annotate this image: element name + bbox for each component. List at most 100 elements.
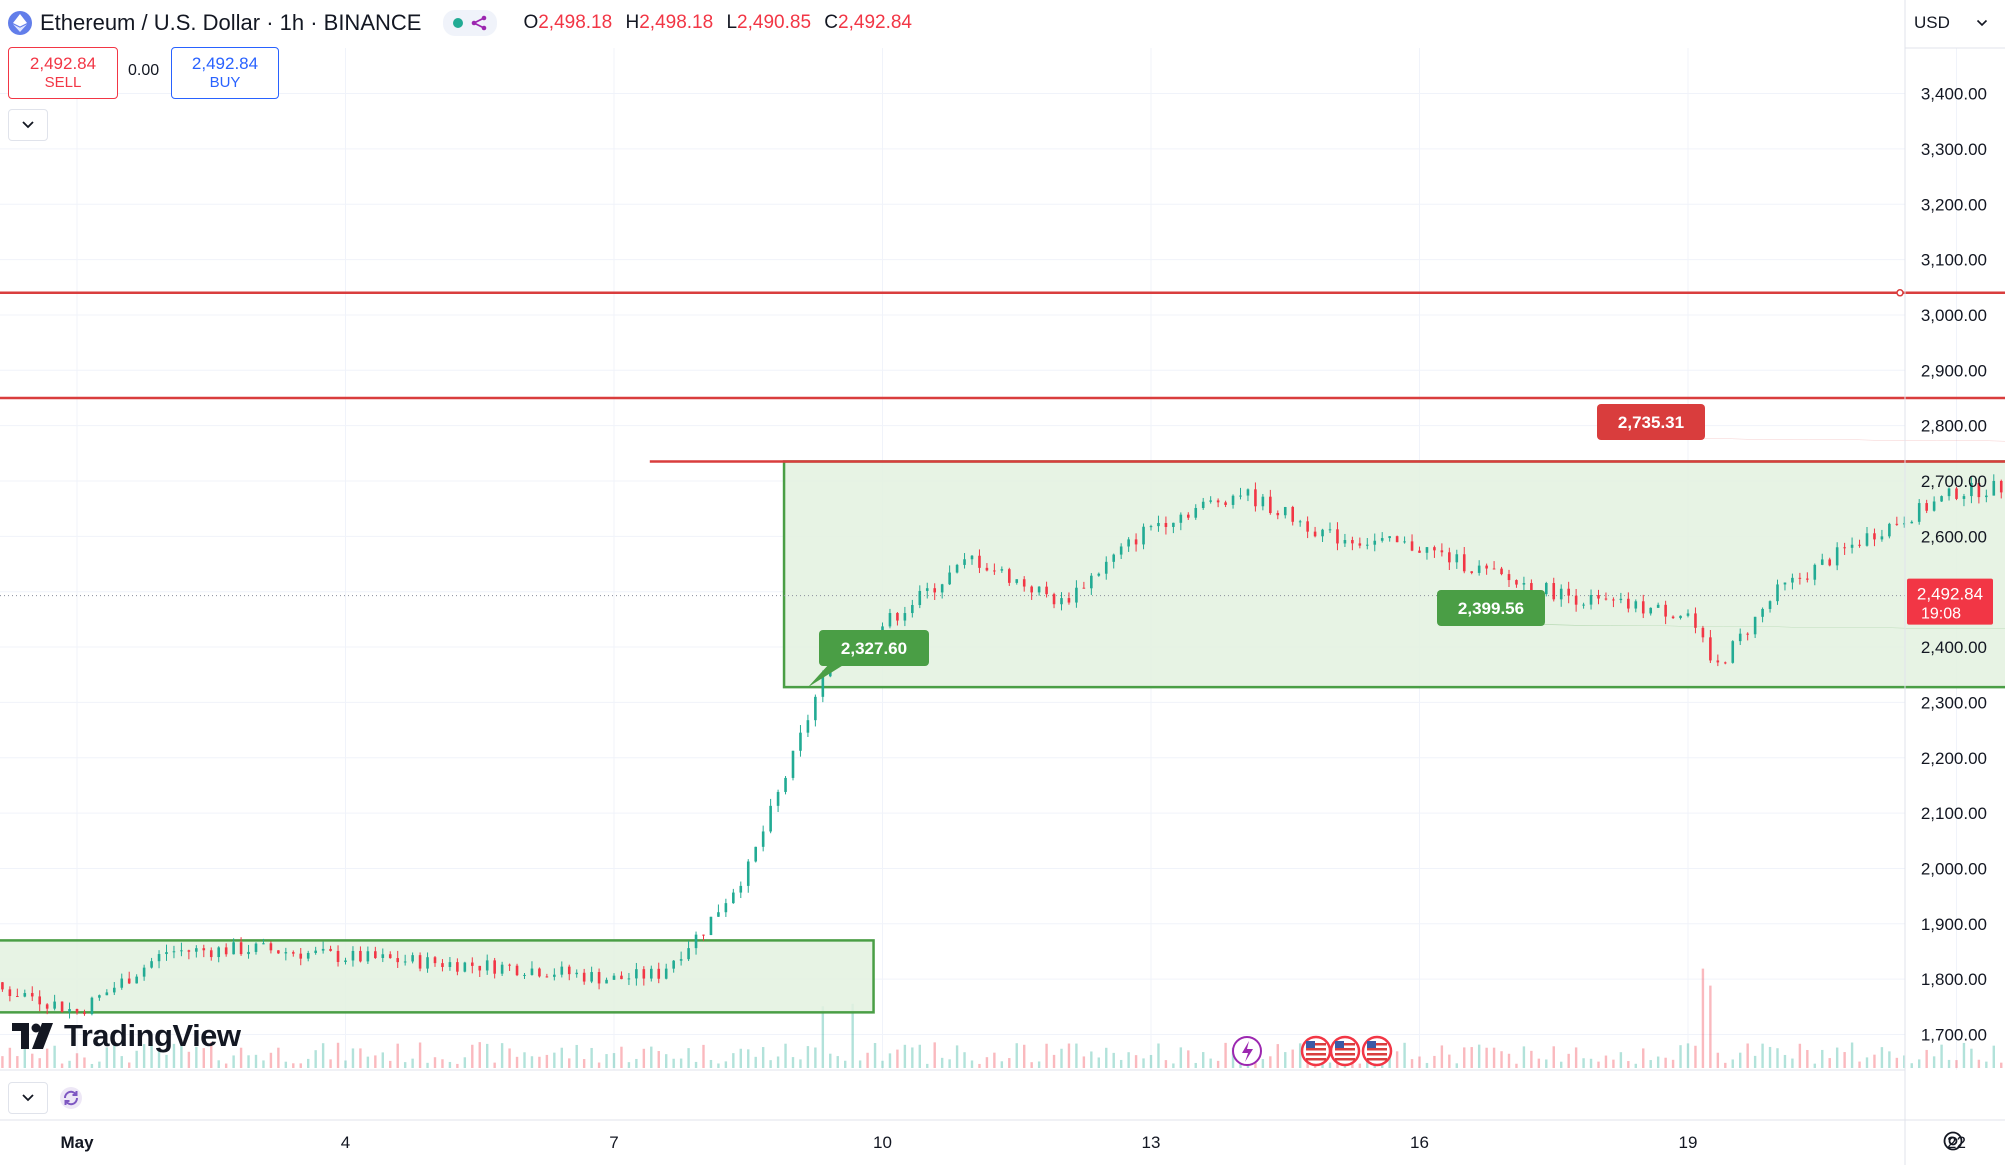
y-tick-label: 3,200.00 [1921, 195, 1987, 214]
volume-bar [747, 1049, 750, 1068]
price-axis[interactable]: 1,700.00 1,800.00 1,900.00 2,000.00 2,100.00… [1896, 0, 2005, 1165]
candle-body [262, 943, 265, 945]
candle-body [90, 997, 94, 1015]
volume-bar [1947, 1059, 1951, 1068]
flag-stripe [1306, 1053, 1326, 1056]
flag-canton [1367, 1041, 1376, 1048]
y-tick-label: 2,800.00 [1921, 417, 1987, 436]
time-axis[interactable]: May4710131619222528Jun4710131619222528 [0, 1069, 2005, 1152]
support-label[interactable] [1437, 590, 1545, 626]
volume-bar [1545, 1059, 1548, 1068]
volume-bar [1358, 1063, 1362, 1068]
price-levels[interactable] [0, 291, 2005, 647]
candle-body [1835, 547, 1839, 566]
candle-body [120, 978, 124, 988]
buy-button[interactable]: 2,492.84 BUY [171, 47, 279, 99]
candle-body [553, 974, 556, 977]
volume-bar [1455, 1063, 1458, 1068]
candle-body [657, 968, 661, 979]
volume-bar [232, 1055, 235, 1068]
gear-icon[interactable] [1940, 1128, 1966, 1154]
volume-bar [717, 1063, 720, 1068]
y-tick-label: 2,400.00 [1921, 638, 1987, 657]
candle-body [1388, 536, 1391, 539]
high-key: H [625, 12, 640, 33]
range-boxes[interactable] [0, 460, 2005, 1014]
currency-selector[interactable]: USD [1906, 8, 1996, 38]
resistance-label[interactable] [1597, 404, 1705, 440]
countdown-text: 19:08 [1921, 606, 1961, 623]
candle-body [1656, 604, 1660, 608]
sync-icon[interactable] [58, 1085, 84, 1111]
candle-body [1731, 641, 1735, 663]
candle-body [321, 948, 325, 951]
tradingview-logo-icon [12, 1023, 53, 1049]
candle-body [23, 993, 27, 997]
candle-body [344, 960, 347, 962]
candle-body [456, 962, 459, 972]
volume-bar [635, 1058, 638, 1068]
volume-bar [1477, 1044, 1481, 1068]
open-key: O [523, 12, 539, 33]
volume-bar [1634, 1063, 1637, 1068]
level-labels[interactable]: 2,735.31 2,327.60 2,399.56 [808, 404, 2005, 688]
volume-bar [381, 1052, 384, 1068]
volume-bar [1015, 1043, 1018, 1068]
flag-stripe [1335, 1043, 1355, 1046]
candle-body [1075, 587, 1078, 603]
candle-body [1910, 521, 1914, 524]
event-icons[interactable] [1232, 1035, 1393, 1067]
candle-body [948, 572, 951, 585]
volume-bar [1448, 1054, 1451, 1068]
candle-body [1440, 550, 1444, 553]
collapse-pane-button[interactable] [8, 1082, 48, 1114]
candle-body [1530, 583, 1533, 593]
candle-body [359, 950, 362, 962]
volume-bar [538, 1056, 541, 1068]
candle-body [590, 972, 593, 982]
candle-body [433, 957, 437, 964]
volume-bar [918, 1044, 921, 1068]
range-box[interactable] [0, 939, 875, 1014]
volume-bar [314, 1050, 317, 1068]
level-anchor [1896, 289, 1904, 297]
candle-body [1067, 598, 1071, 603]
candle-body [575, 972, 579, 975]
low-key: L [726, 12, 738, 33]
volume-bar [1164, 1060, 1168, 1068]
volume-bar [195, 1046, 198, 1068]
range-low-label[interactable] [819, 630, 929, 666]
candle-body [277, 950, 280, 954]
volume-bar [1298, 1043, 1302, 1068]
candle-body [381, 954, 385, 958]
candle-body [1298, 521, 1302, 523]
candle-body [1686, 613, 1690, 616]
candle-body [1962, 496, 1966, 499]
symbol-title[interactable]: Ethereum / U.S. Dollar · 1h · BINANCE [40, 10, 422, 35]
candle-body [1343, 540, 1347, 544]
sell-button[interactable]: 2,492.84 SELL [8, 47, 118, 99]
flag-canton [1306, 1041, 1315, 1048]
volume-bar [1806, 1049, 1809, 1068]
volume-bar [1739, 1052, 1742, 1068]
volume-bar [560, 1047, 563, 1068]
candle-body [202, 948, 206, 951]
candle-body [1134, 539, 1138, 545]
volume-bar [210, 1042, 213, 1068]
volume-bar [1918, 1059, 1921, 1068]
volume-bar [1000, 1061, 1004, 1068]
range-box[interactable] [782, 460, 2005, 689]
volume-bar [1410, 1059, 1414, 1068]
candle-body [187, 950, 191, 952]
collapse-legend-button[interactable] [8, 109, 48, 141]
candle-body [664, 968, 668, 979]
market-status[interactable] [443, 10, 498, 36]
volume-bar [657, 1051, 660, 1068]
volume-bar [896, 1049, 899, 1068]
candle-body [523, 974, 526, 976]
volume-bar [1261, 1059, 1265, 1068]
candle-body [1097, 573, 1101, 576]
open-value: 2,498.18 [538, 12, 613, 33]
lightning-icon [1242, 1041, 1253, 1062]
